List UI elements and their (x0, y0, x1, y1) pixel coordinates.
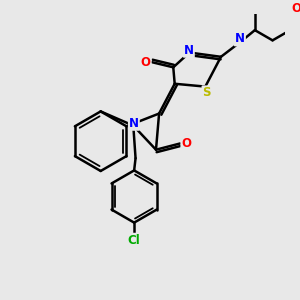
Text: O: O (181, 137, 191, 150)
Text: N: N (184, 44, 194, 57)
Text: N: N (235, 32, 245, 45)
Text: S: S (202, 86, 211, 99)
Text: O: O (141, 56, 151, 69)
Text: Cl: Cl (128, 234, 140, 247)
Text: O: O (292, 2, 300, 15)
Text: N: N (129, 117, 139, 130)
